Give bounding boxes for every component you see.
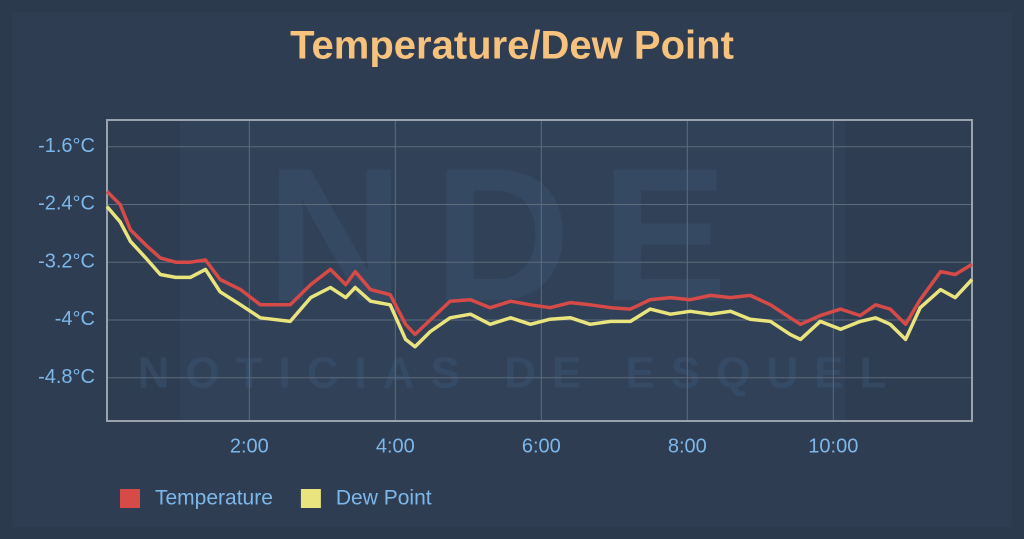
y-tick-label: -3.2°C	[38, 250, 95, 272]
line-series	[105, 205, 974, 349]
line-series	[105, 190, 973, 337]
y-tick-label: -4°C	[55, 308, 95, 330]
x-tick-label: 10:00	[808, 435, 858, 457]
watermark-tagline: NOTICIAS DE ESQUEL	[138, 349, 903, 398]
legend-label: Temperature	[155, 487, 273, 510]
legend-swatch	[300, 489, 321, 508]
legend-label: Dew Point	[336, 487, 432, 510]
plot-border	[106, 119, 973, 422]
y-tick-label: -4.8°C	[38, 366, 95, 388]
x-tick-label: 6:00	[522, 435, 561, 457]
x-tick-label: 4:00	[376, 435, 415, 457]
chart-title: Temperature/Dew Point	[290, 24, 734, 68]
x-tick-label: 8:00	[668, 435, 707, 457]
y-tick-label: -2.4°C	[38, 193, 95, 215]
watermark-logo: NDE	[266, 129, 757, 341]
legend-swatch	[120, 489, 140, 508]
y-tick-label: -1.6°C	[38, 135, 95, 157]
x-tick-label: 2:00	[230, 435, 269, 457]
watermark-box	[180, 120, 845, 421]
